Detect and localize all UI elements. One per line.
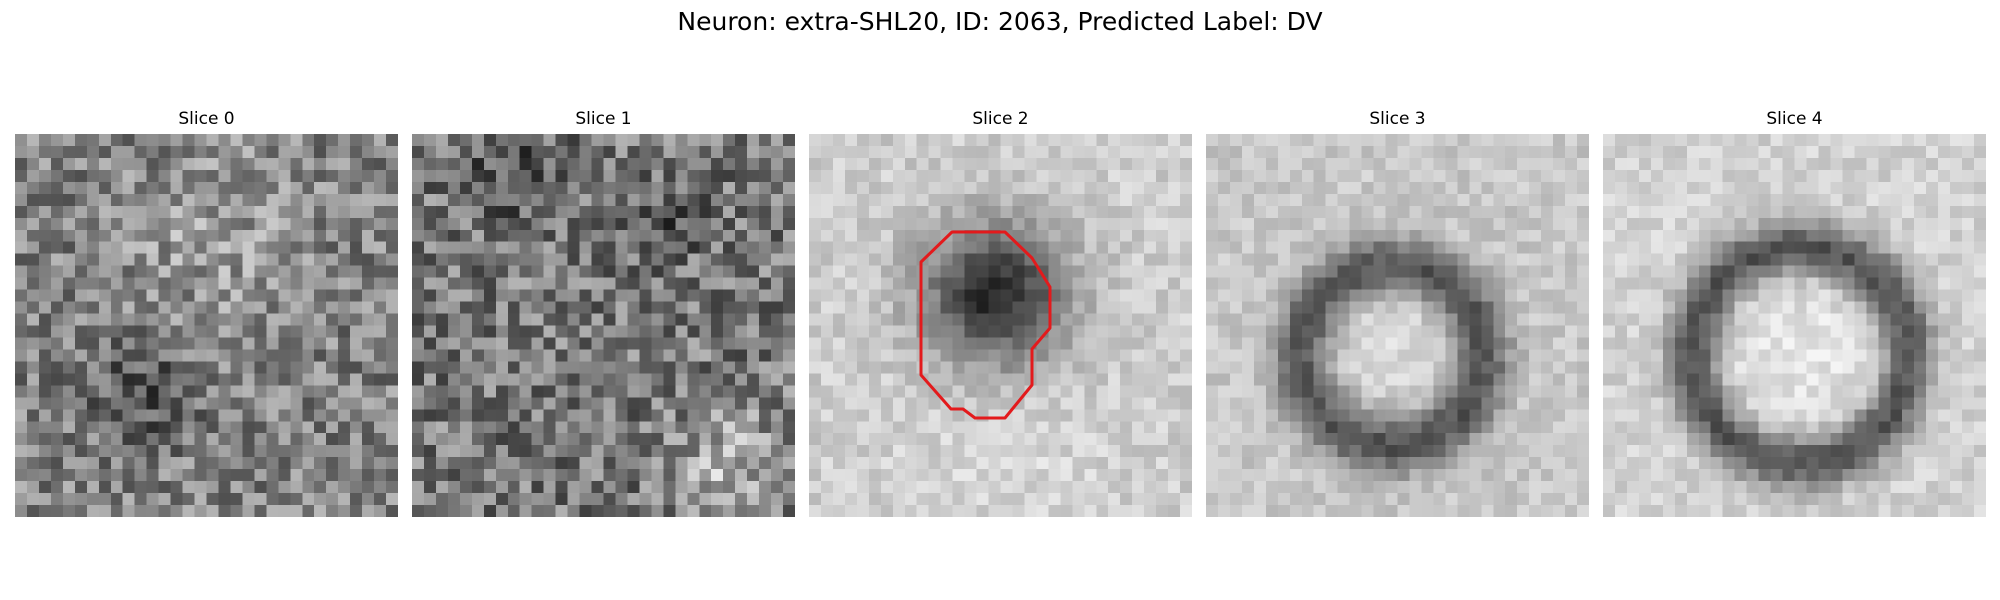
slice-title: Slice 0	[178, 109, 235, 129]
roi-contour	[919, 230, 1052, 420]
slice-image	[412, 134, 795, 517]
figure-title: Neuron: extra-SHL20, ID: 2063, Predicted…	[677, 7, 1323, 36]
slice-title: Slice 3	[1369, 109, 1426, 129]
slice-title: Slice 1	[575, 109, 632, 129]
slice-title: Slice 2	[972, 109, 1029, 129]
slice-image	[1603, 134, 1986, 517]
slice-title: Slice 4	[1766, 109, 1823, 129]
roi-contour-outline	[919, 230, 1052, 420]
slice-image	[15, 134, 398, 517]
slice-image	[809, 134, 1192, 517]
slice-image	[1206, 134, 1589, 517]
